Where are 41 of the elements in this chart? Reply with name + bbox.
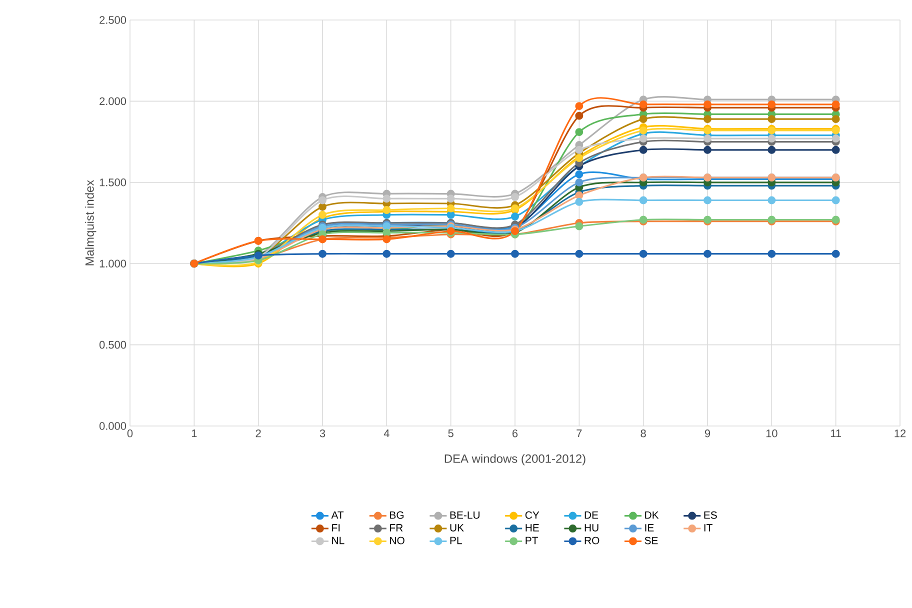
x-tick-label: 0: [127, 430, 133, 438]
legend-label: BG: [390, 511, 404, 519]
legend-label: IE: [645, 524, 654, 532]
y-tick-label: 2.000: [100, 97, 126, 106]
x-tick-label: 8: [640, 430, 646, 438]
x-tick-label: 11: [830, 430, 841, 438]
legend-label: BE-LU: [450, 511, 480, 519]
legend-label: IT: [704, 524, 712, 532]
x-tick-label: 9: [704, 430, 710, 438]
x-tick-label: 5: [448, 430, 454, 438]
x-tick-label: 10: [766, 430, 778, 438]
legend-label: ES: [704, 511, 717, 519]
legend-label: DK: [645, 511, 659, 519]
y-tick-label: 1.500: [100, 178, 126, 186]
x-tick-label: 1: [192, 430, 197, 438]
y-tick-label: 0.500: [99, 340, 126, 349]
legend-label: PL: [450, 536, 462, 544]
x-tick-label: 7: [576, 430, 582, 438]
legend-label: FI: [332, 524, 340, 532]
x-tick-label: 12: [894, 430, 906, 438]
x-axis-title: DEA windows (2001-2012): [444, 454, 586, 466]
y-tick-label: 2.500: [100, 16, 126, 24]
legend-label: DE: [584, 511, 598, 519]
y-axis-title: Malmquist index: [85, 180, 96, 266]
legend-label: HE: [526, 524, 539, 532]
legend-label: NL: [332, 536, 344, 544]
legend-label: SE: [644, 536, 658, 544]
legend-label: HU: [584, 524, 598, 532]
y-tick-label: 0.000: [99, 422, 126, 430]
x-tick-label: 2: [256, 430, 261, 438]
x-tick-label: 3: [320, 430, 326, 438]
y-tick-label: 1.000: [100, 260, 126, 268]
legend-label: AT: [331, 511, 344, 519]
legend-label: FR: [390, 524, 403, 532]
legend-label: RO: [584, 536, 600, 544]
legend-label: UK: [450, 524, 464, 532]
legend-label: NO: [390, 536, 404, 544]
legend-label: PT: [526, 536, 538, 544]
x-tick-label: 4: [384, 430, 390, 438]
legend-label: CY: [525, 511, 540, 519]
x-tick-label: 6: [512, 430, 518, 438]
